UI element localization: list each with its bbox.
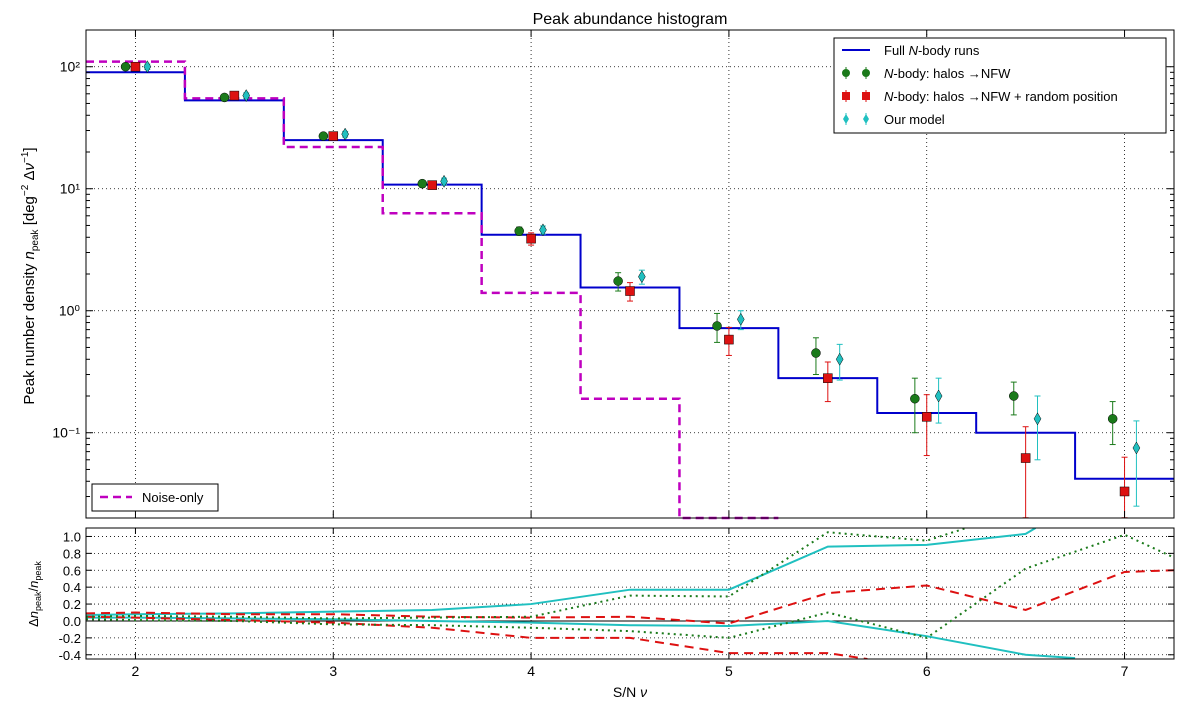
histogram-panel: 10² 10¹ 10⁰ 10⁻¹ Peak abundance histogram P… [20, 11, 1175, 520]
x-tick-label: 3 [329, 663, 337, 679]
top-y-axis-label: Peak number density npeak [deg−2 Δν−1] [20, 147, 41, 404]
bottom-y-tick-label: 0.6 [63, 563, 81, 578]
bottom-y-tick-label: 0.8 [63, 546, 81, 561]
marker-square [130, 61, 141, 72]
marker-square [921, 412, 932, 422]
chart-title: Peak abundance histogram [533, 11, 728, 28]
bottom-y-tick-label: 1.0 [63, 529, 81, 544]
marker-circle [219, 92, 230, 103]
marker-circle [811, 348, 821, 358]
marker-diamond [1033, 412, 1042, 426]
marker-square [427, 180, 437, 190]
legend-label-our-model: Our model [884, 112, 945, 127]
marker-diamond [242, 89, 251, 103]
bottom-y-tick-label: 0.0 [63, 614, 81, 629]
marker-circle [318, 131, 329, 141]
x-tick-label: 7 [1121, 663, 1129, 679]
top-y-tick-label: 10⁰ [59, 303, 81, 319]
residual-line-0 [86, 528, 1037, 617]
top-grid [86, 30, 1174, 518]
x-axis-label: S/N ν [613, 684, 647, 700]
marker-diamond [341, 127, 349, 141]
legend-label-random-position: N-body: halos →NFW + random position [884, 89, 1118, 104]
step-series-1 [86, 60, 779, 520]
marker-circle [910, 393, 920, 404]
legend-label-full-nbody: Full N-body runs [884, 43, 980, 58]
top-y-tick-label: 10⁻¹ [52, 425, 80, 441]
bottom-lines [86, 528, 1174, 659]
marker-square [823, 373, 833, 383]
marker-circle [613, 276, 623, 286]
legend-main: Full N-body runs N-body: halos →NFW N-bo… [833, 37, 1167, 134]
marker-diamond [835, 352, 844, 366]
x-tick-label: 5 [725, 663, 733, 679]
x-tick-label: 6 [923, 663, 931, 679]
bottom-y-tick-label: -0.2 [59, 631, 81, 646]
top-y-ticks: 10² 10¹ 10⁰ 10⁻¹ [52, 29, 1174, 519]
marker-circle [1009, 391, 1019, 401]
legend-noise: Noise-only [91, 483, 219, 512]
marker-square [625, 286, 635, 296]
legend-swatch-halos-nfw [842, 67, 870, 79]
x-tick-label: 2 [132, 663, 140, 679]
top-y-tick-label: 10¹ [60, 181, 81, 197]
legend-swatch-our-model [843, 113, 869, 125]
marker-diamond [638, 270, 646, 284]
legend-label-halos-nfw: N-body: halos →NFW [884, 66, 1011, 81]
marker-diamond [1132, 441, 1141, 455]
marker-diamond [440, 174, 448, 188]
marker-square [526, 233, 536, 244]
bottom-y-tick-label: 0.4 [63, 580, 81, 595]
residual-panel: -0.4 -0.2 0.0 0.2 0.4 0.6 0.8 1.0 2 3 4 5 6 7 Δnpeak/… [26, 527, 1175, 700]
bottom-ticks: -0.4 -0.2 0.0 0.2 0.4 0.6 0.8 1.0 2 3 4 5 6 7 [59, 528, 1174, 679]
marker-square [724, 334, 734, 345]
residual-line-4 [86, 528, 967, 620]
residual-line-2 [86, 569, 1174, 625]
marker-square [229, 90, 240, 101]
marker-circle [514, 226, 524, 236]
bottom-y-tick-label: 0.2 [63, 597, 81, 612]
legend-label-noise: Noise-only [142, 490, 204, 505]
bottom-y-tick-label: -0.4 [59, 648, 81, 663]
marker-circle [120, 61, 131, 72]
residual-line-1 [86, 616, 1076, 659]
top-y-tick-label: 10² [60, 59, 81, 75]
marker-diamond [143, 60, 152, 74]
bottom-y-axis-label: Δnpeak/npeak [26, 561, 43, 627]
bottom-plot-area [86, 528, 1174, 659]
top-plot-frame [85, 29, 1175, 519]
marker-square [1119, 486, 1130, 497]
marker-circle [1107, 414, 1118, 424]
bottom-plot-frame [85, 527, 1175, 660]
marker-circle [712, 321, 722, 331]
x-tick-label: 4 [527, 663, 535, 679]
marker-diamond [934, 389, 943, 403]
marker-circle [417, 178, 428, 189]
marker-square [1020, 453, 1031, 463]
residual-line-3 [86, 615, 868, 659]
marker-diamond [736, 312, 745, 326]
marker-diamond [539, 223, 547, 237]
legend-swatch-random-position [842, 90, 870, 102]
marker-square [328, 131, 339, 141]
legend-box [833, 37, 1167, 134]
